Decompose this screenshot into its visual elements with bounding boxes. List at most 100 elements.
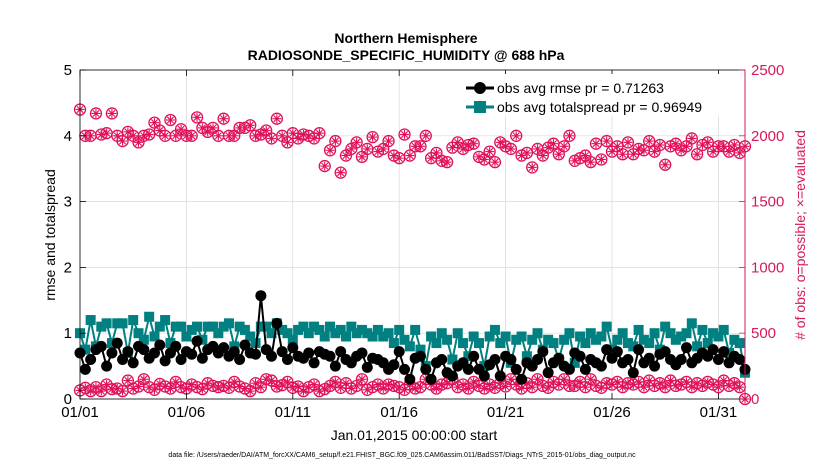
rmse-point <box>361 361 373 373</box>
rmse-point <box>271 317 283 329</box>
obs-count-point-evaluated <box>735 382 745 392</box>
totalspread-point <box>734 338 745 349</box>
x-tick-label: 01/26 <box>593 404 631 421</box>
totalspread-point <box>223 318 234 329</box>
rmse-point <box>101 360 113 372</box>
rmse-point <box>356 347 368 359</box>
totalspread-point <box>474 338 484 349</box>
obs-count-point-evaluated <box>320 161 330 171</box>
totalspread-point <box>638 334 649 345</box>
obs-count-point-possible <box>398 128 411 141</box>
obs-count-point-evaluated <box>580 151 590 161</box>
obs-count-point-possible <box>520 146 534 160</box>
totalspread-point <box>692 341 703 352</box>
rmse-point <box>281 354 293 366</box>
totalspread-point <box>575 331 586 342</box>
obs-count-point-evaluated <box>501 381 511 391</box>
totalspread-point <box>516 331 527 342</box>
totalspread-point <box>309 321 320 332</box>
totalspread-point <box>708 328 719 339</box>
totalspread-point <box>261 321 272 332</box>
rmse-point <box>425 373 437 385</box>
totalspread-point <box>585 328 596 339</box>
rmse-point <box>239 339 251 351</box>
obs-count-point-evaluated <box>554 149 564 159</box>
obs-count-point-evaluated <box>618 149 628 159</box>
totalspread-point <box>341 331 351 342</box>
totalspread-point <box>660 321 671 332</box>
data-file-footer: data file: /Users/raeder/DAI/ATM_forcXX/… <box>168 452 636 459</box>
totalspread-point <box>362 328 373 339</box>
rmse-point <box>510 363 522 375</box>
rmse-point <box>122 346 134 358</box>
rmse-point <box>154 339 166 351</box>
totalspread-point <box>676 331 687 342</box>
rmse-point <box>186 348 198 360</box>
obs-count-point-evaluated <box>639 382 649 392</box>
rmse-point <box>680 342 692 354</box>
totalspread-point <box>442 334 453 345</box>
x-tick-label: 01/16 <box>380 404 418 421</box>
obs-count-point-evaluated <box>405 151 415 161</box>
obs-count-point-evaluated <box>267 133 277 143</box>
rmse-point <box>117 354 129 366</box>
obs-count-point-evaluated <box>118 136 128 146</box>
obs-count-point-evaluated <box>102 128 112 138</box>
obs-count-point-evaluated <box>272 114 282 124</box>
obs-count-point-evaluated <box>639 145 649 155</box>
right-y-axis-label: # of obs: o=possible; ×=evaluated <box>792 130 808 340</box>
y-right-tick-label: 500 <box>751 325 776 342</box>
obs-count-point-possible <box>190 111 204 124</box>
obs-count-point-evaluated <box>724 147 734 157</box>
obs-count-point-evaluated <box>586 374 596 384</box>
obs-count-point-evaluated <box>91 108 101 118</box>
obs-count-point-evaluated <box>187 131 197 141</box>
rmse-point <box>335 346 347 358</box>
rmse-point <box>537 346 549 358</box>
legend-box <box>462 74 742 116</box>
rmse-point <box>478 370 490 382</box>
obs-count-point-possible <box>281 136 294 149</box>
totalspread-point <box>245 331 256 342</box>
legend-marker-rmse <box>474 82 486 94</box>
obs-count-point-possible <box>504 142 518 156</box>
totalspread-point <box>250 338 261 349</box>
totalspread-point <box>612 334 623 345</box>
rmse-point <box>170 340 182 352</box>
y-left-tick-label: 2 <box>64 259 72 276</box>
obs-count-point-evaluated <box>309 380 319 390</box>
obs-count-point-evaluated <box>134 137 144 147</box>
totalspread-point <box>458 338 469 349</box>
rmse-point <box>633 344 645 356</box>
totalspread-point <box>484 331 495 342</box>
totalspread-point <box>96 321 107 332</box>
obs-count-point-evaluated <box>644 136 654 146</box>
obs-count-point-evaluated <box>527 382 537 392</box>
obs-count-point-evaluated <box>245 386 255 396</box>
obs-count-point-evaluated <box>692 149 702 159</box>
obs-count-point-possible <box>270 112 283 125</box>
obs-count-point-possible <box>510 129 523 142</box>
obs-count-point-evaluated <box>261 126 271 136</box>
totalspread-point <box>415 344 426 355</box>
obs-count-point-evaluated <box>623 137 633 147</box>
obs-count-point-evaluated <box>548 139 558 149</box>
totalspread-point <box>569 357 580 368</box>
rmse-point <box>643 352 655 364</box>
obs-count-point-evaluated <box>479 154 489 164</box>
totalspread-point <box>644 338 655 349</box>
totalspread-point <box>601 321 612 332</box>
obs-count-point-evaluated <box>735 148 745 158</box>
rmse-point <box>159 355 171 367</box>
right-y-axis: 0 500 1000 1500 2000 2500 <box>739 62 784 408</box>
totalspread-point <box>192 321 203 332</box>
obs-count-point-possible <box>164 113 177 127</box>
rmse-point <box>255 290 267 302</box>
obs-count-point-evaluated <box>346 144 356 154</box>
rmse-point <box>563 363 575 375</box>
totalspread-point <box>314 324 325 335</box>
obs-count-point-evaluated <box>431 148 441 158</box>
totalspread-point <box>404 341 415 352</box>
obs-count-point-evaluated <box>80 383 90 393</box>
